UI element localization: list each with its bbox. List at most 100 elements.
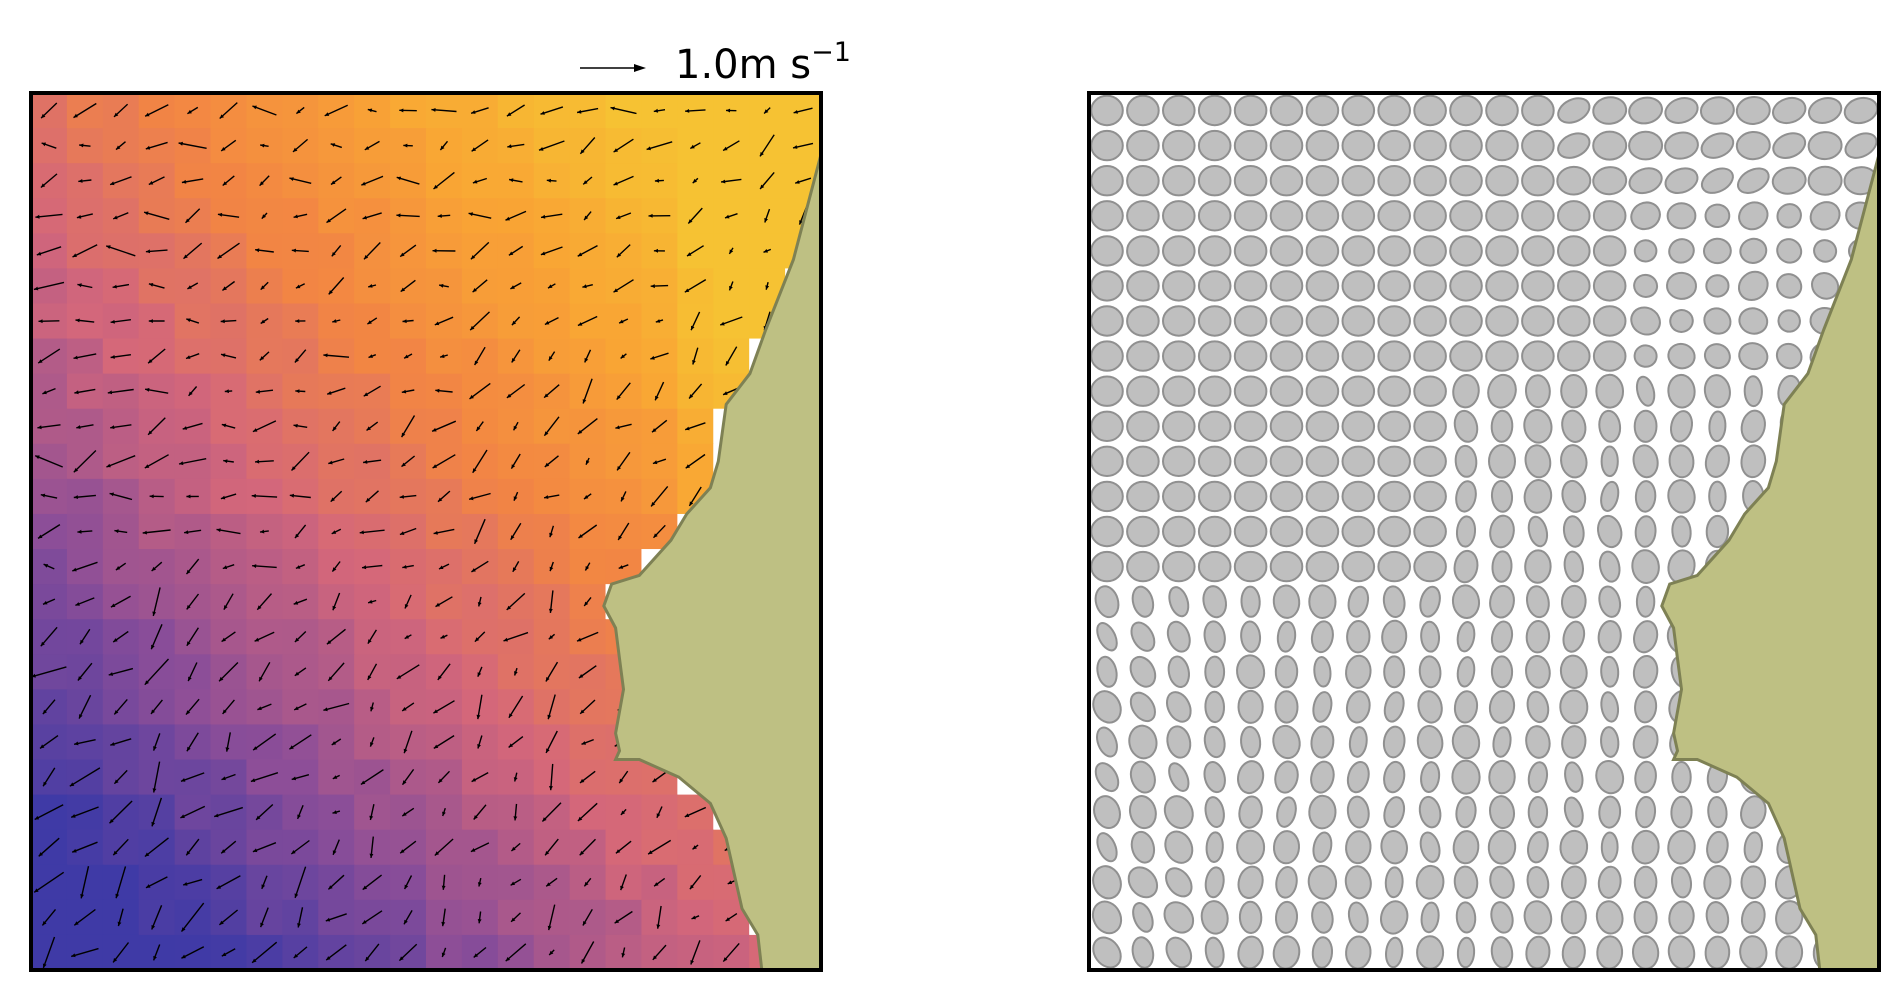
ellipse-marker <box>1236 829 1266 865</box>
velocity-arrow <box>34 455 63 468</box>
ellipse-marker <box>1705 274 1730 298</box>
ellipse-marker <box>1413 305 1447 337</box>
velocity-arrow <box>224 389 233 394</box>
ellipse-marker <box>1385 936 1404 969</box>
ellipse-marker <box>1197 200 1232 232</box>
ellipse-marker <box>1305 129 1340 162</box>
velocity-arrow <box>152 944 161 961</box>
velocity-arrow <box>255 803 274 821</box>
velocity-arrow <box>221 948 236 957</box>
ellipse-marker <box>1377 445 1411 477</box>
ellipse-marker <box>1524 549 1552 584</box>
ellipse-marker <box>1344 865 1372 900</box>
velocity-arrow <box>546 178 557 183</box>
ellipse-marker <box>1162 515 1196 548</box>
velocity-arrow <box>582 176 593 185</box>
velocity-arrow <box>293 946 308 959</box>
velocity-arrow <box>178 458 207 466</box>
velocity-arrow <box>473 518 486 545</box>
ellipse-marker <box>1700 167 1734 194</box>
ellipse-marker <box>1632 725 1659 759</box>
ellipse-marker <box>1670 795 1693 829</box>
velocity-arrow <box>471 139 489 152</box>
velocity-arrow <box>150 624 163 650</box>
velocity-arrow <box>325 913 347 922</box>
velocity-arrow <box>107 388 134 395</box>
velocity-arrow <box>540 213 563 219</box>
velocity-arrow <box>685 109 706 113</box>
velocity-arrow <box>472 449 488 474</box>
ellipse-marker <box>1126 480 1160 513</box>
ellipse-marker <box>1272 830 1301 865</box>
velocity-arrow <box>326 387 346 395</box>
ellipse-marker <box>1634 515 1657 548</box>
velocity-arrow <box>181 946 205 959</box>
velocity-arrow <box>549 561 554 572</box>
velocity-arrow <box>579 699 596 715</box>
ellipse-marker <box>1240 585 1261 618</box>
ellipse-marker <box>1420 901 1440 934</box>
ellipse-marker <box>1341 340 1376 372</box>
velocity-arrow <box>545 661 559 682</box>
velocity-arrow <box>326 628 346 645</box>
ellipse-marker <box>1413 340 1447 372</box>
ellipse-marker <box>1456 936 1476 969</box>
ellipse-marker <box>1560 444 1588 479</box>
velocity-arrow <box>332 774 341 780</box>
velocity-arrow <box>71 841 98 853</box>
ellipse-marker <box>1775 900 1804 935</box>
velocity-arrow <box>433 700 455 714</box>
ellipse-marker <box>1126 445 1160 477</box>
ellipse-marker <box>1341 305 1376 337</box>
velocity-arrow <box>331 244 342 257</box>
velocity-arrow <box>793 107 813 114</box>
velocity-arrow <box>72 561 98 572</box>
ellipse-marker <box>1490 480 1514 513</box>
velocity-arrow <box>434 838 454 857</box>
ellipse-marker <box>1707 796 1728 829</box>
velocity-arrow <box>187 662 198 682</box>
ellipse-marker <box>1377 305 1411 337</box>
ellipse-marker <box>1592 130 1628 161</box>
quiver-key-exponent: −1 <box>811 37 851 68</box>
velocity-arrow <box>620 353 627 359</box>
ellipse-marker <box>1452 830 1480 865</box>
ellipse-marker <box>1735 130 1771 161</box>
velocity-arrow <box>684 422 706 431</box>
ellipse-marker <box>1667 935 1696 970</box>
velocity-arrow <box>366 421 379 431</box>
velocity-arrow <box>142 529 171 535</box>
velocity-arrow <box>578 524 598 539</box>
ellipse-marker <box>1485 200 1519 232</box>
ellipse-marker <box>1305 550 1340 583</box>
velocity-arrow <box>759 171 775 190</box>
ellipse-marker <box>1521 200 1555 232</box>
ellipse-marker <box>1311 901 1334 934</box>
ellipse-marker <box>1240 620 1262 653</box>
velocity-arrow <box>473 946 487 958</box>
ellipse-marker <box>1526 866 1550 899</box>
velocity-arrow <box>549 763 554 791</box>
ellipse-marker <box>1632 654 1659 689</box>
velocity-arrow <box>151 905 163 930</box>
ellipse-marker <box>1666 271 1697 300</box>
velocity-arrow <box>291 248 309 253</box>
velocity-arrow <box>109 800 133 824</box>
velocity-arrow <box>541 802 562 822</box>
ellipse-marker <box>1560 584 1587 619</box>
ellipse-marker <box>1413 94 1447 127</box>
ellipse-marker <box>1527 796 1549 829</box>
velocity-arrow <box>332 592 341 611</box>
ellipse-marker <box>1598 585 1622 618</box>
velocity-arrow <box>113 769 128 785</box>
ellipse-marker <box>1090 129 1124 162</box>
ellipse-marker <box>1557 97 1591 124</box>
velocity-arrow <box>221 631 236 643</box>
velocity-arrow <box>186 593 200 610</box>
velocity-arrow <box>469 382 491 400</box>
velocity-arrow <box>260 281 269 291</box>
ellipse-marker <box>1305 235 1340 267</box>
velocity-arrow <box>506 592 526 611</box>
velocity-arrow <box>181 178 204 184</box>
velocity-arrow <box>548 633 556 640</box>
